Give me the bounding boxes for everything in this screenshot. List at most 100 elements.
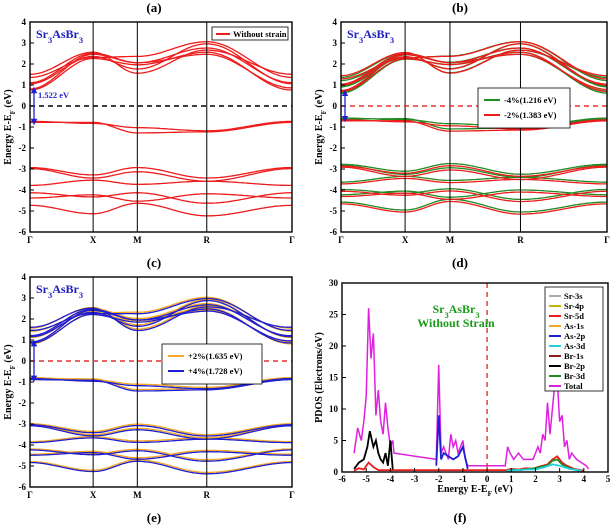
legend-a: Without strain (211, 26, 289, 41)
y-tick-label-b-9: -5 (330, 206, 338, 216)
panel-label-a: (a) (146, 0, 161, 15)
legend-label-d-3: As-1s (564, 321, 585, 331)
y-axis-label-d: PDOS (Electrons/eV) (314, 332, 325, 423)
y-tick-label-a-8: -4 (19, 185, 27, 195)
x-kpoint-label-c-0: Γ (27, 490, 33, 500)
x-tick-label-d-11: 5 (606, 474, 611, 484)
y-tick-label-c-10: -6 (19, 482, 27, 492)
y-tick-label-d-5: 25 (329, 310, 339, 320)
panel-label-b: (b) (452, 0, 468, 15)
legend-box-b (477, 87, 571, 129)
y-tick-label-d-3: 15 (329, 373, 339, 383)
pdos-material-title: Sr3AsBr3 (432, 302, 479, 320)
panel-label-c: (c) (147, 255, 161, 270)
y-tick-label-d-4: 20 (329, 341, 339, 351)
band-line-c-0-v4 (30, 435, 292, 443)
x-tick-label-d-1: -5 (362, 474, 370, 484)
y-tick-label-d-0: 0 (334, 467, 339, 477)
legend-label-a-0: Without strain (233, 29, 287, 39)
band-line-b-1-v2 (341, 165, 607, 177)
y-axis-label-c: Energy E-EF (eV) (3, 344, 17, 419)
pdos-subtitle: Without Strain (417, 316, 495, 330)
x-tick-label-d-5: -1 (459, 474, 467, 484)
y-tick-label-a-6: -2 (19, 143, 27, 153)
y-tick-label-d-6: 30 (329, 278, 339, 288)
x-kpoint-label-c-3: R (204, 490, 211, 500)
band-line-c-1-c3 (30, 304, 292, 337)
plot-area-a (30, 41, 292, 217)
y-tick-label-c-9: -5 (19, 461, 27, 471)
legend-box-a (211, 26, 289, 41)
y-tick-label-d-1: 5 (334, 436, 339, 446)
y-tick-label-c-4: 0 (22, 356, 27, 366)
band-line-a-0-v6 (30, 193, 292, 202)
panel-label-e: (e) (147, 510, 161, 525)
legend-label-b-0: -4%(1.216 eV) (504, 95, 557, 105)
x-tick-label-d-2: -4 (387, 474, 395, 484)
x-axis-label-d: Energy E-EF (eV) (437, 484, 512, 498)
band-line-b-0-v2 (341, 162, 607, 175)
legend-label-d-1: Sr-4p (564, 301, 584, 311)
panel-label-d: (d) (452, 255, 468, 270)
y-tick-label-b-3: 1 (333, 80, 338, 90)
y-axis-label-a: Energy E-EF (eV) (3, 89, 17, 164)
x-tick-label-d-8: 2 (533, 474, 538, 484)
band-line-c-0-v6 (30, 449, 292, 459)
pdos-panel: 0 5 10 15 20 25 30 -6 -5 -4 -3 -2 -1 0 1 2 3 4 5 Energy E-E… (314, 278, 611, 498)
band-line-b-0-v4 (341, 175, 607, 183)
y-tick-label-a-1: 3 (22, 38, 27, 48)
x-kpoint-label-b-1: X (402, 235, 409, 245)
x-kpoint-label-c-2: M (133, 490, 142, 500)
plot-area-c (30, 296, 292, 475)
y-tick-label-b-10: -6 (330, 227, 338, 237)
y-tick-label-a-5: -1 (19, 122, 27, 132)
band-line-b-0-v6 (341, 189, 607, 198)
y-tick-label-c-7: -3 (19, 419, 27, 429)
y-tick-label-a-0: 4 (22, 17, 27, 27)
x-kpoint-label-b-4: Γ (604, 235, 610, 245)
legend-label-c-1: +4%(1.728 eV) (188, 366, 243, 376)
band-line-b-1-c3 (341, 47, 607, 85)
y-tick-label-c-8: -4 (19, 440, 27, 450)
legend-label-d-2: Sr-5d (564, 311, 584, 321)
legend-label-c-0: +2%(1.635 eV) (188, 351, 243, 361)
material-title-b: Sr3AsBr3 (347, 27, 394, 45)
band-line-a-0-c3 (30, 47, 292, 84)
band-line-a-0-v5 (30, 192, 292, 204)
y-tick-label-c-0: 4 (22, 272, 27, 282)
y-tick-label-a-3: 1 (22, 80, 27, 90)
band-line-c-1-v7 (30, 460, 292, 475)
x-tick-label-d-4: -2 (435, 474, 443, 484)
x-kpoint-label-b-2: M (446, 235, 455, 245)
legend-label-d-8: Br-3d (564, 371, 585, 381)
band-line-a-0-c4 (30, 41, 292, 79)
y-tick-label-a-9: -5 (19, 206, 27, 216)
band-line-b-1-v4 (341, 177, 607, 185)
band-line-a-0-v4 (30, 179, 292, 187)
band-line-c-0-v7 (30, 459, 292, 474)
y-tick-label-c-3: 1 (22, 335, 27, 345)
x-kpoint-label-b-3: R (517, 235, 524, 245)
y-tick-label-c-1: 3 (22, 293, 27, 303)
band-line-c-1-v6 (30, 451, 292, 460)
material-title-a: Sr3AsBr3 (36, 27, 83, 45)
y-tick-label-b-6: -2 (330, 143, 338, 153)
x-kpoint-label-a-1: X (90, 235, 97, 245)
band-line-b-1-v6 (341, 191, 607, 201)
legend-c: +2%(1.635 eV) +4%(1.728 eV) (161, 343, 263, 385)
band-line-a-0-v3 (30, 167, 292, 182)
x-tick-label-d-3: -3 (411, 474, 419, 484)
legend-label-d-5: As-3d (564, 341, 586, 351)
y-tick-label-b-0: 4 (333, 17, 338, 27)
y-tick-label-b-7: -3 (330, 164, 338, 174)
band-line-b-1-v7 (341, 200, 607, 215)
band-line-b-1-v3 (341, 166, 607, 181)
y-tick-label-d-2: 10 (329, 404, 339, 414)
x-kpoint-label-c-4: Γ (289, 490, 295, 500)
band-line-b-1-c5 (341, 49, 607, 77)
x-kpoint-label-a-0: Γ (27, 235, 33, 245)
band-line-c-1-v1 (30, 378, 292, 392)
band-line-c-1-v2 (30, 424, 292, 437)
